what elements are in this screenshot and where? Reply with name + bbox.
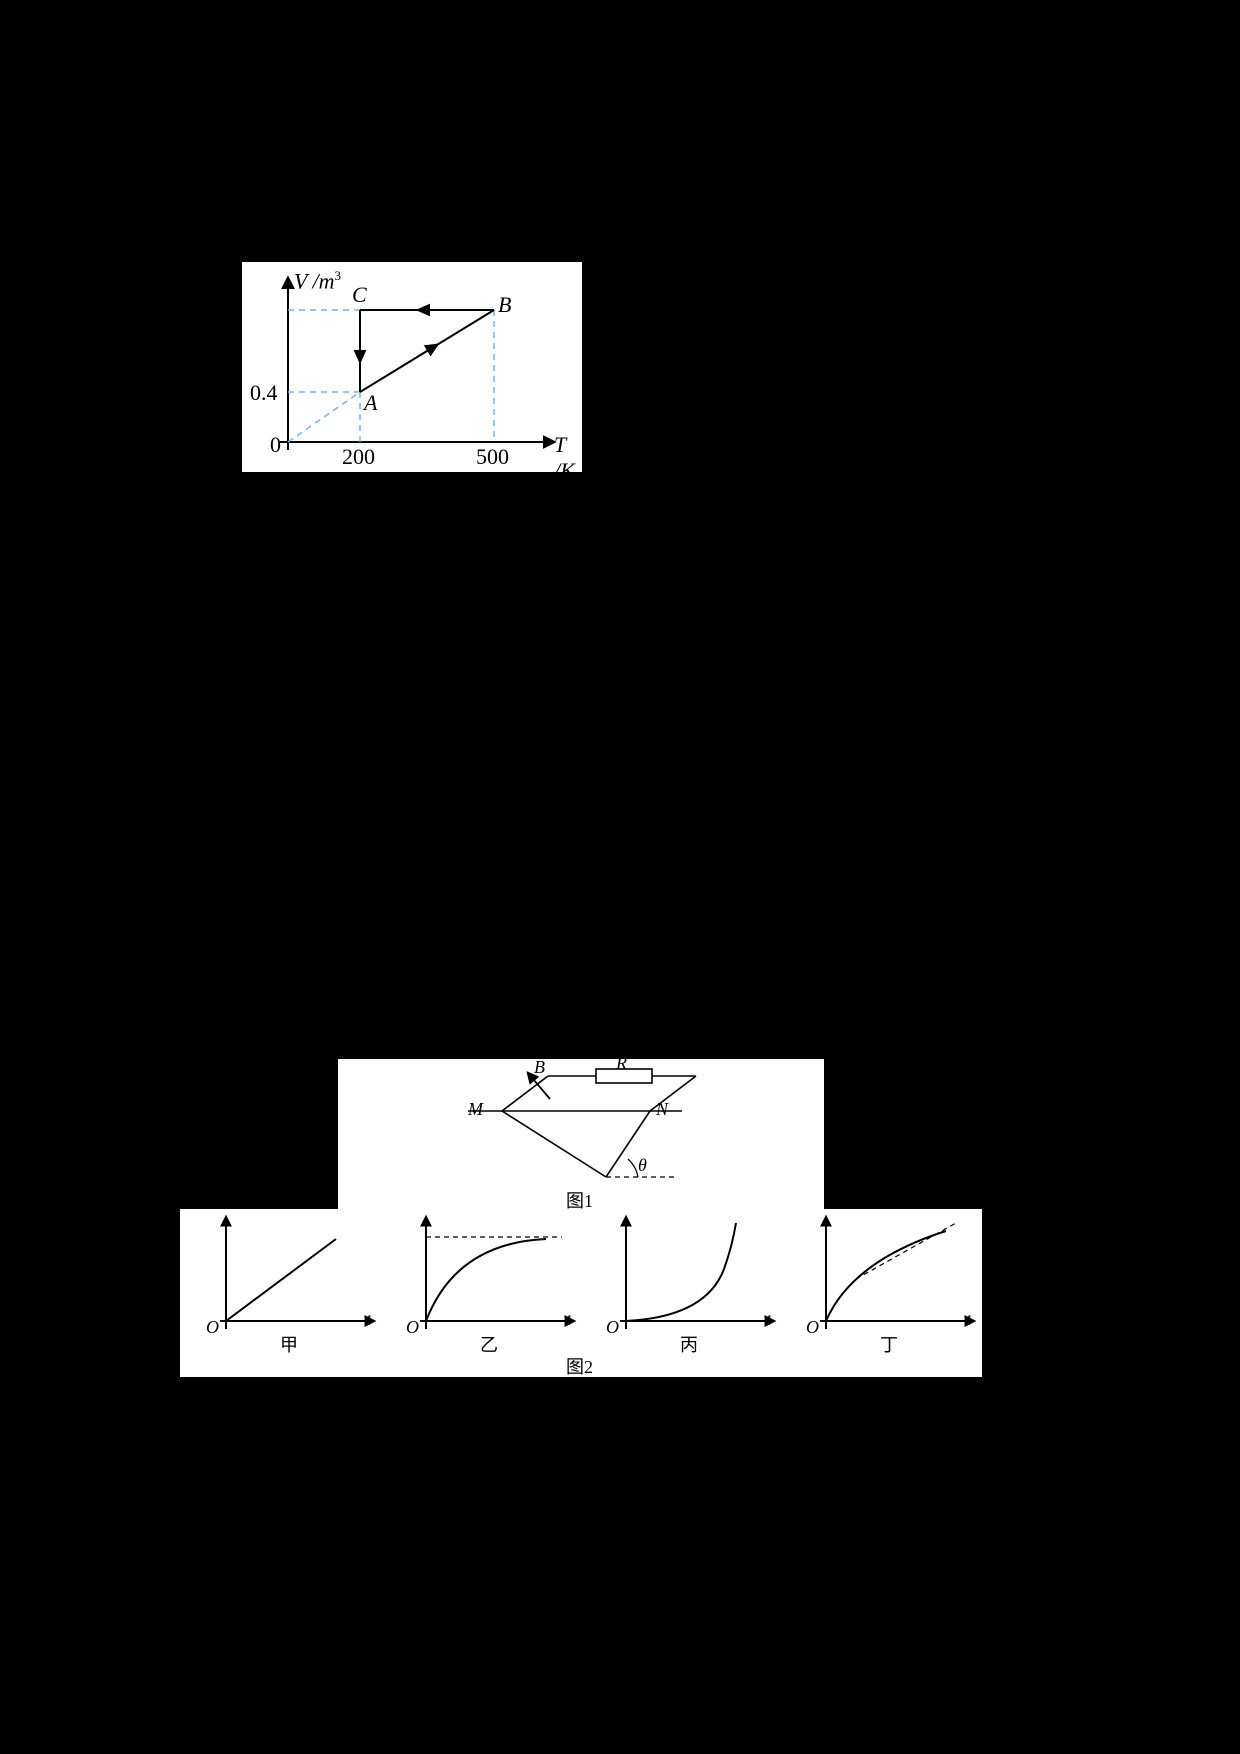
- point-a-label: A: [364, 390, 377, 416]
- origin-label: 0: [270, 432, 281, 458]
- label-theta: θ: [638, 1155, 647, 1176]
- xtick-200: 200: [342, 444, 375, 470]
- x-axis-label: T /K: [554, 432, 582, 484]
- subplot-3-xlabel: t: [766, 1309, 771, 1330]
- figure-subplots: O O O O t t t t 甲 乙 丙 丁 图2: [180, 1209, 982, 1377]
- vt-svg: [242, 262, 582, 472]
- subplot-2-xlabel: t: [566, 1309, 571, 1330]
- xtick-500: 500: [476, 444, 509, 470]
- subplot-name-2: 乙: [480, 1331, 498, 1357]
- point-c-label: C: [352, 282, 367, 308]
- caption-fig2: 图2: [566, 1353, 593, 1379]
- subplot-name-4: 丁: [880, 1331, 898, 1357]
- figure-vt-diagram: V /m3 T /K 0 0.4 200 500 A B C: [242, 262, 582, 472]
- label-r: R: [616, 1053, 627, 1074]
- label-b: B: [534, 1057, 545, 1078]
- subplots-svg: [180, 1209, 982, 1377]
- subplot-2-origin: O: [406, 1317, 419, 1338]
- label-n: N: [656, 1099, 668, 1120]
- subplot-1-xlabel: t: [366, 1309, 371, 1330]
- subplot-1-origin: O: [206, 1317, 219, 1338]
- ytick-0_4: 0.4: [250, 380, 278, 406]
- label-m: M: [468, 1099, 483, 1120]
- y-axis-label: V /m3: [294, 268, 341, 294]
- subplot-4-origin: O: [806, 1317, 819, 1338]
- subplot-name-3: 丙: [680, 1331, 698, 1357]
- point-b-label: B: [498, 292, 511, 318]
- figure-circuit-diagram: R B M N θ 图1: [338, 1059, 824, 1209]
- subplot-3-origin: O: [606, 1317, 619, 1338]
- subplot-4-xlabel: t: [966, 1309, 971, 1330]
- subplot-name-1: 甲: [280, 1331, 298, 1357]
